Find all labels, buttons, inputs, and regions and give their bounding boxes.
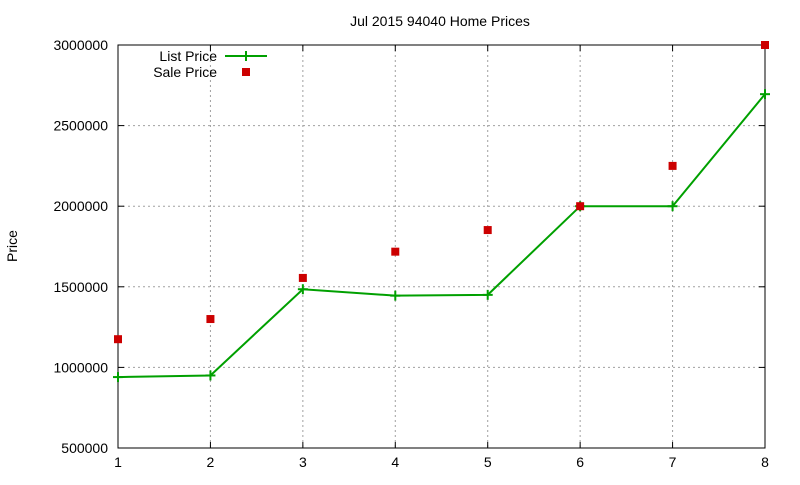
x-tick-label: 6 [576, 454, 584, 470]
legend-label: List Price [159, 48, 217, 64]
y-tick-label: 1500000 [53, 279, 108, 295]
x-tick-label: 4 [391, 454, 399, 470]
x-tick-label: 8 [761, 454, 769, 470]
legend-item: List Price [159, 48, 267, 64]
y-axis-label: Price [4, 230, 20, 262]
legend-item: Sale Price [153, 64, 250, 80]
series-list-price [113, 89, 770, 383]
x-tick-label: 7 [669, 454, 677, 470]
y-tick-label: 1000000 [53, 359, 108, 375]
y-tick-label: 2500000 [53, 118, 108, 134]
x-tick-label: 5 [484, 454, 492, 470]
plot-frame [117, 44, 766, 449]
y-tick-label: 2000000 [53, 198, 108, 214]
axis-ticks: 1 2 3 4 5 6 7 8 500000 1000000 1500000 2000000 25000… [53, 37, 769, 470]
data-series [113, 41, 770, 383]
x-tick-label: 2 [207, 454, 215, 470]
x-tick-label: 1 [114, 454, 122, 470]
chart-title: Jul 2015 94040 Home Prices [350, 13, 530, 29]
y-tick-label: 3000000 [53, 37, 108, 53]
grid-lines [118, 45, 765, 448]
y-tick-label: 500000 [61, 440, 108, 456]
x-tick-label: 3 [299, 454, 307, 470]
series-sale-price [114, 41, 769, 344]
legend-label: Sale Price [153, 64, 217, 80]
